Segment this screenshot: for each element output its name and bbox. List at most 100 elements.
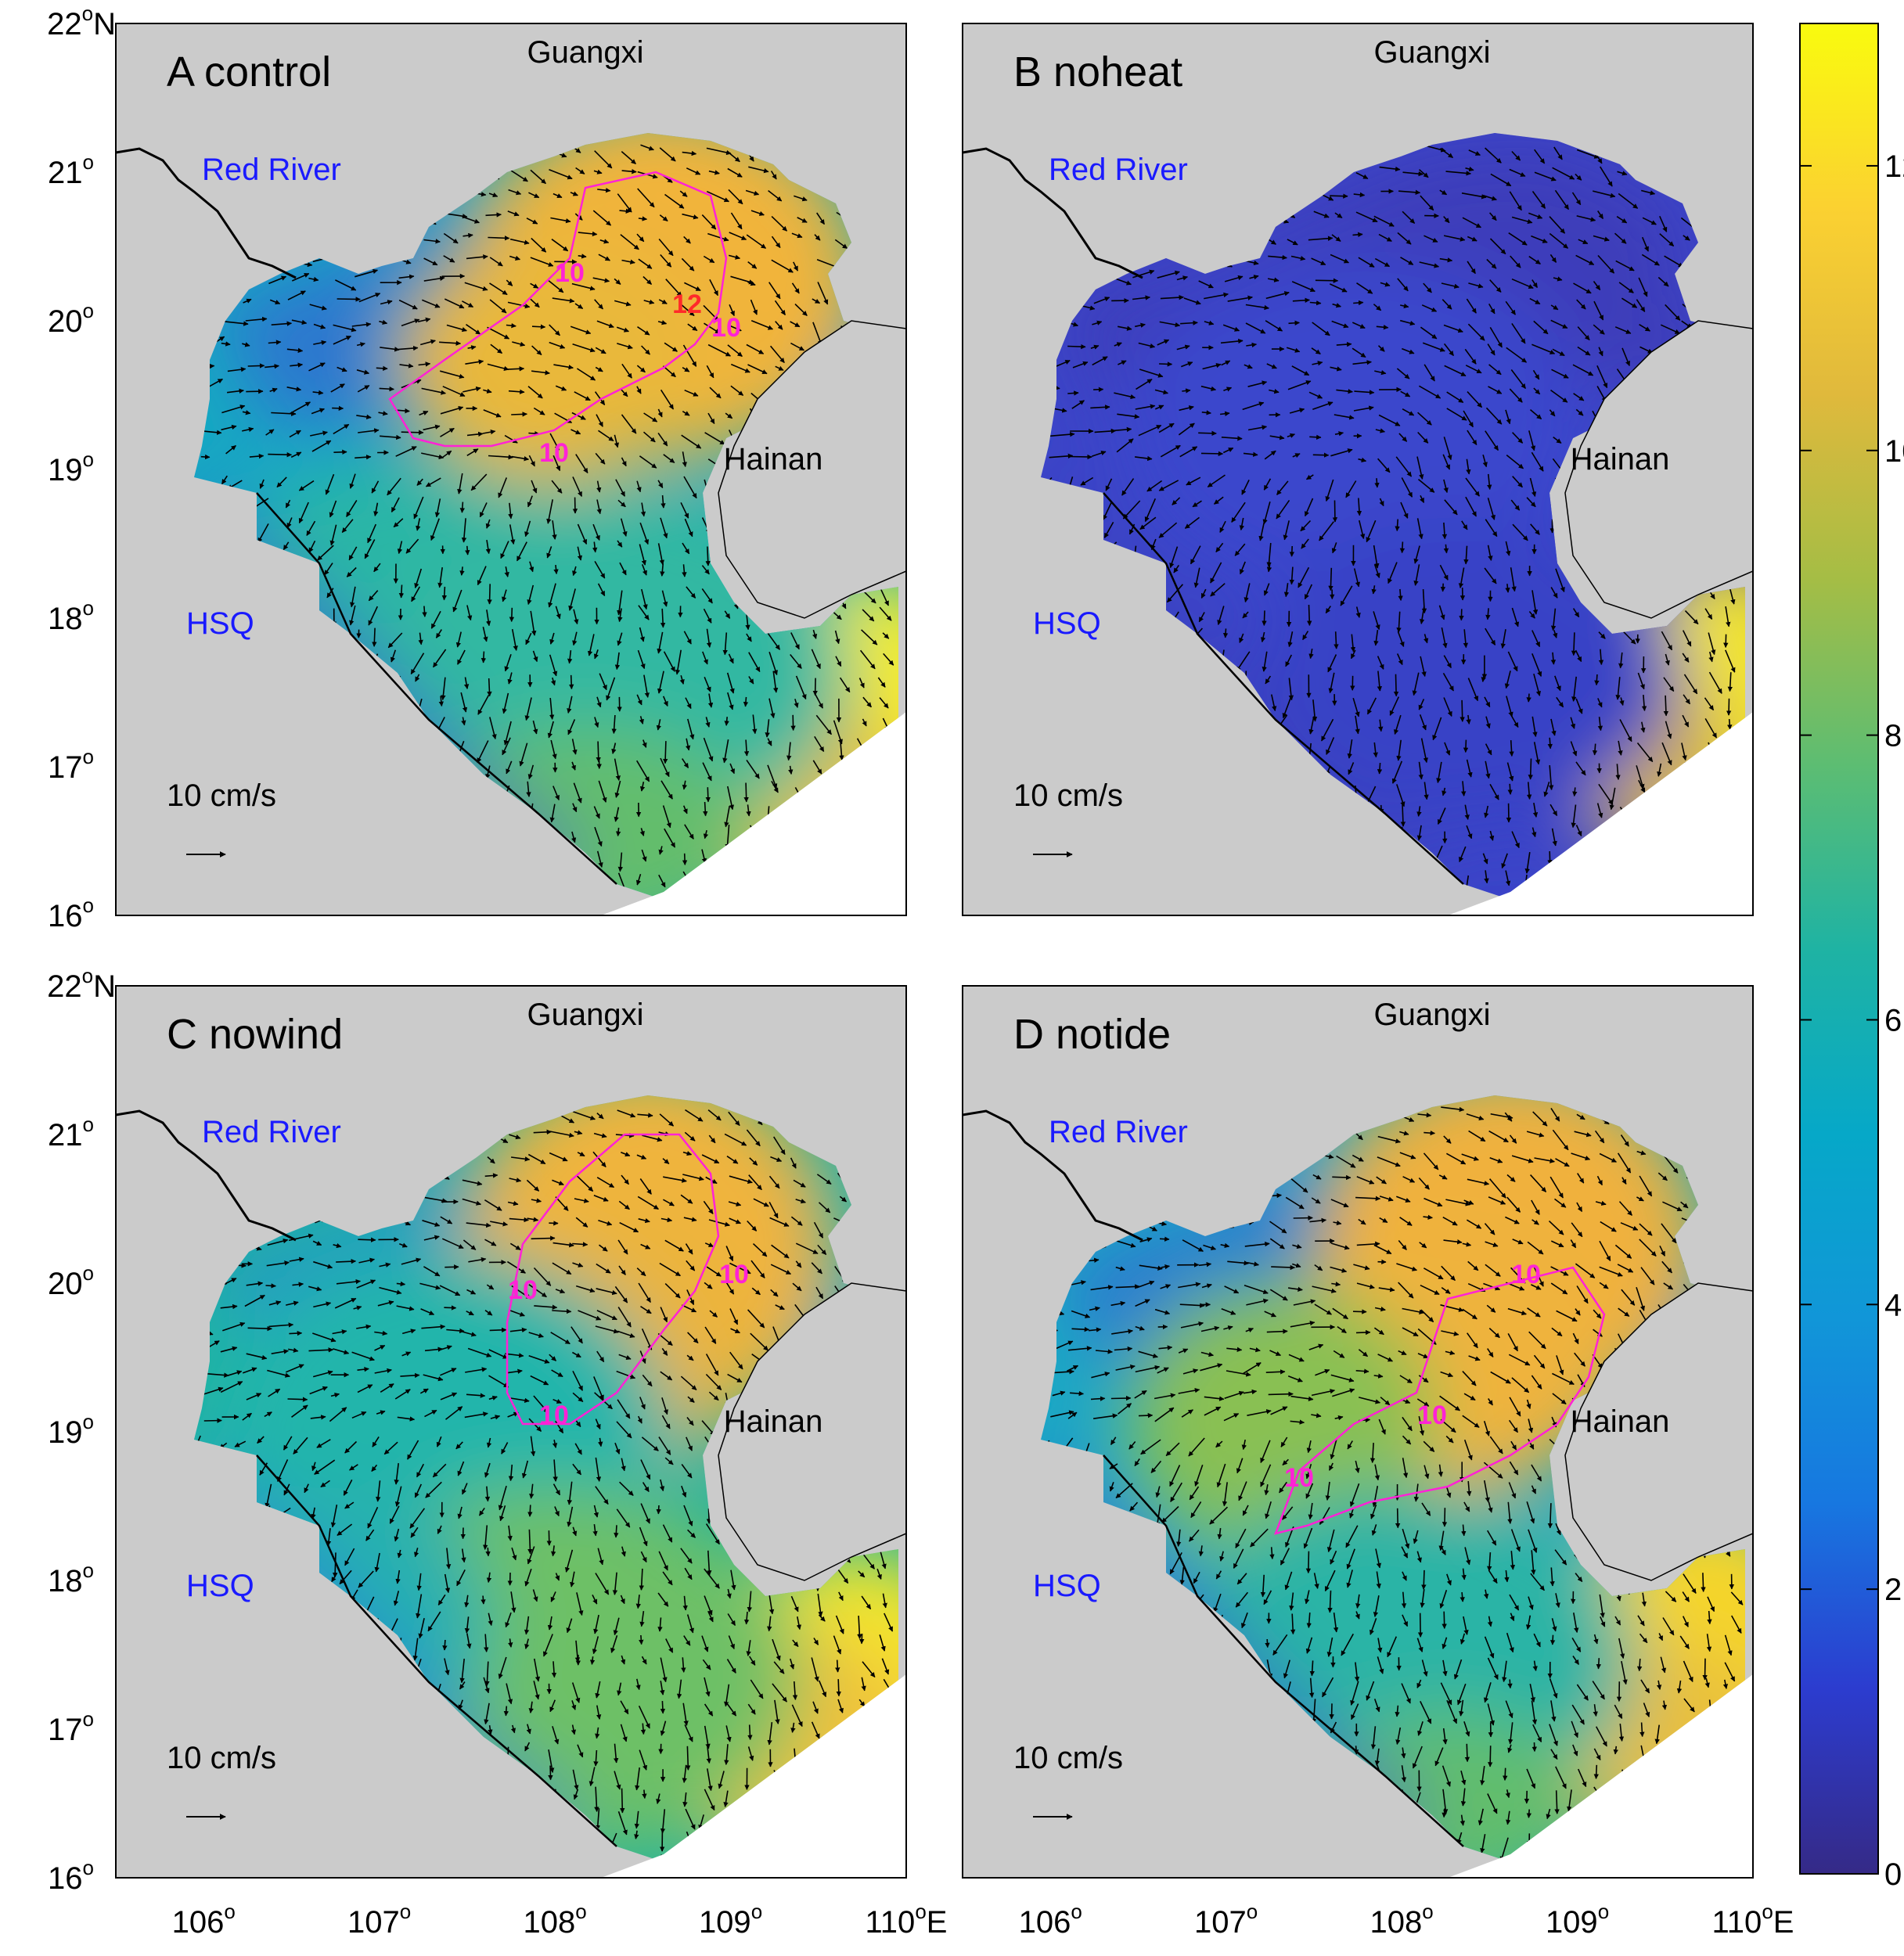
vector <box>357 385 370 393</box>
contour-label: 10 <box>508 1275 538 1305</box>
vector <box>571 412 586 420</box>
vector <box>708 170 720 175</box>
vector <box>595 347 606 354</box>
vector <box>1159 361 1173 367</box>
vector <box>465 359 484 365</box>
vector <box>227 388 244 394</box>
vector <box>790 714 796 732</box>
vector <box>684 282 701 292</box>
colorbar-tick-label: 4 <box>1884 1288 1902 1322</box>
vector <box>480 1595 486 1605</box>
vector <box>681 257 695 271</box>
vector <box>526 218 538 225</box>
vector <box>790 321 801 328</box>
vector <box>487 584 492 605</box>
vector <box>621 414 637 434</box>
colorbar-tick-label: 12 <box>1884 149 1904 184</box>
vector <box>441 450 452 458</box>
vector <box>1463 739 1469 753</box>
vector <box>489 282 508 296</box>
vector <box>681 304 695 317</box>
vector <box>598 253 610 261</box>
vector <box>489 1327 507 1333</box>
vector <box>356 414 372 420</box>
vector <box>704 322 721 334</box>
vector <box>614 434 620 448</box>
vector <box>665 279 682 297</box>
vector <box>707 232 729 242</box>
vector <box>227 367 247 372</box>
vector <box>706 365 714 379</box>
scale-label: 10 cm/s <box>167 1741 276 1775</box>
vector <box>596 414 603 427</box>
vector <box>1399 541 1406 554</box>
vector <box>662 741 668 764</box>
vector <box>464 282 488 291</box>
vector <box>775 365 784 371</box>
vector <box>725 412 733 419</box>
vector <box>459 502 466 513</box>
vector <box>265 1283 276 1289</box>
vector <box>640 1723 646 1735</box>
vector <box>243 298 252 304</box>
vector <box>621 150 636 165</box>
vector <box>599 239 610 244</box>
vector <box>287 1397 308 1402</box>
vector <box>619 208 632 214</box>
vector <box>440 405 464 415</box>
vector <box>509 238 530 245</box>
vector <box>621 363 632 379</box>
colorbar-tick-label: 8 <box>1884 719 1902 753</box>
vector <box>570 325 592 335</box>
vector <box>423 424 441 431</box>
vector <box>703 255 715 264</box>
vector <box>1400 804 1406 827</box>
vector <box>570 429 581 435</box>
vector <box>621 259 635 264</box>
vector <box>530 169 546 185</box>
vector <box>768 189 783 202</box>
vector <box>224 321 249 326</box>
vector <box>578 231 598 237</box>
vector <box>1663 695 1669 717</box>
latitude-axis-top: 16o 17o 18o 19o 20o 21o 22oN <box>47 2 116 933</box>
vector <box>290 451 302 458</box>
vector <box>333 423 350 435</box>
vector <box>1332 1174 1352 1181</box>
vector <box>551 239 569 252</box>
vector <box>311 440 332 452</box>
vector <box>548 1765 553 1781</box>
lat-tick-label: 22oN <box>47 964 116 1004</box>
lat-tick-label: 21o <box>48 1113 94 1152</box>
vector <box>265 429 275 436</box>
vector <box>398 584 405 599</box>
vector <box>247 1325 272 1332</box>
vector <box>571 282 596 291</box>
vector <box>249 453 265 459</box>
vector <box>439 370 465 379</box>
vector <box>791 282 800 294</box>
vector <box>617 343 633 350</box>
vector <box>791 232 803 239</box>
vector <box>771 236 781 249</box>
vector <box>730 385 744 397</box>
vector <box>337 297 361 302</box>
vector <box>444 298 465 309</box>
vector <box>355 268 379 278</box>
vector <box>727 344 743 358</box>
vector <box>797 217 808 223</box>
vector <box>504 434 518 444</box>
vector <box>446 324 467 333</box>
lon-tick-label: 108o <box>524 1900 587 1940</box>
label-red-river: Red River <box>1049 1115 1188 1149</box>
vector <box>594 299 603 310</box>
label-hainan: Hainan <box>724 1404 823 1439</box>
vector <box>1307 604 1312 626</box>
vector <box>1329 1703 1334 1720</box>
vector <box>835 1659 840 1673</box>
lat-tick-label: 16o <box>48 1856 94 1896</box>
vector <box>769 345 785 364</box>
vector <box>247 363 265 369</box>
vector <box>423 275 445 282</box>
